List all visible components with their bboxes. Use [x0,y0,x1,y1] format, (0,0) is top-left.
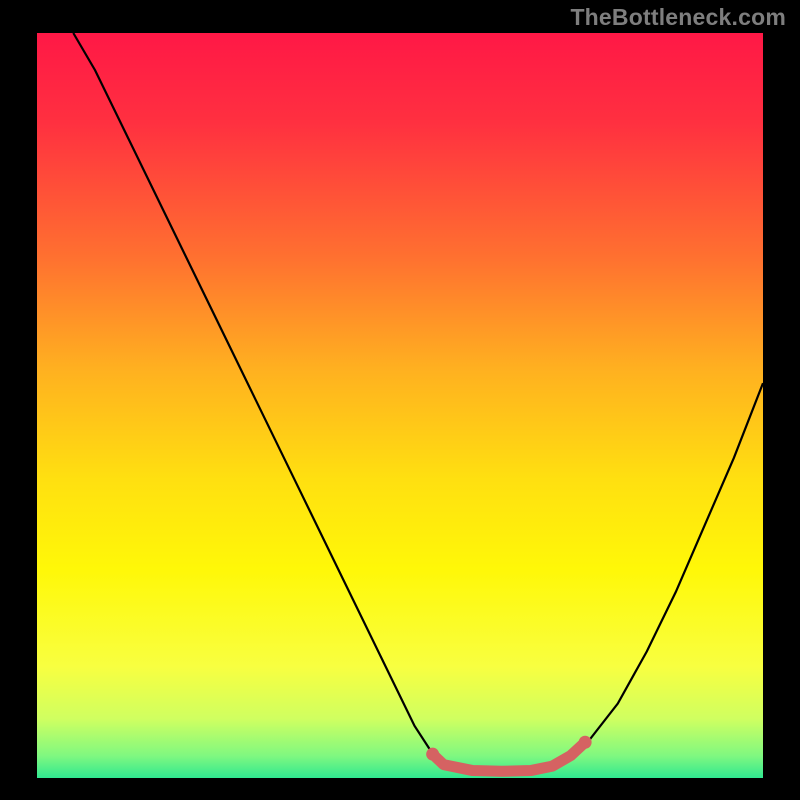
highlight-start-dot [426,748,439,761]
watermark-text: TheBottleneck.com [570,4,786,31]
highlight-end-dot [579,736,592,749]
plot-background [37,33,763,778]
bottleneck-chart [0,0,800,800]
chart-container: { "watermark": { "text": "TheBottleneck.… [0,0,800,800]
